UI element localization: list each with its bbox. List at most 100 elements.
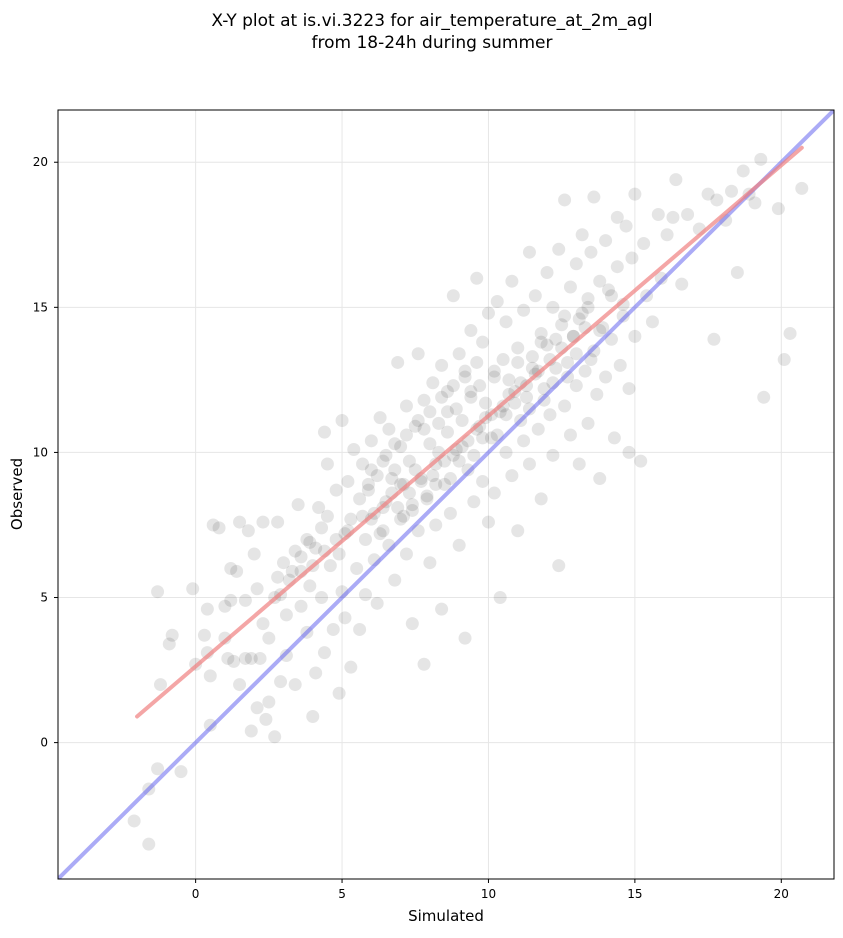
data-point xyxy=(593,324,607,338)
data-point xyxy=(490,295,504,309)
x-axis-label: Simulated xyxy=(408,907,484,925)
data-point xyxy=(569,257,583,271)
data-point xyxy=(476,335,490,349)
data-point xyxy=(306,709,320,723)
data-point xyxy=(162,637,176,651)
data-point xyxy=(525,350,539,364)
data-point xyxy=(206,518,220,532)
data-point xyxy=(443,472,457,486)
data-point xyxy=(247,547,261,561)
data-point xyxy=(581,300,595,314)
data-point xyxy=(622,382,636,396)
data-point xyxy=(634,454,648,468)
data-point xyxy=(599,370,613,384)
data-point xyxy=(452,347,466,361)
data-point xyxy=(669,173,683,187)
data-point xyxy=(353,622,367,636)
data-point xyxy=(153,678,167,692)
data-point xyxy=(645,315,659,329)
data-point xyxy=(563,280,577,294)
data-point xyxy=(312,501,326,515)
data-point xyxy=(616,309,630,323)
data-point xyxy=(303,579,317,593)
data-point xyxy=(546,300,560,314)
data-point xyxy=(224,561,238,575)
data-point xyxy=(262,695,276,709)
data-point xyxy=(505,469,519,483)
data-point xyxy=(405,498,419,512)
data-point xyxy=(358,588,372,602)
data-point xyxy=(487,364,501,378)
data-point xyxy=(476,474,490,488)
data-point xyxy=(429,457,443,471)
data-point xyxy=(604,289,618,303)
data-point xyxy=(388,437,402,451)
data-point xyxy=(499,408,513,422)
data-point xyxy=(458,370,472,384)
data-point xyxy=(394,512,408,526)
data-point xyxy=(233,515,247,529)
data-point xyxy=(344,660,358,674)
data-point xyxy=(748,196,762,210)
x-axis-ticks: 0 5 10 15 20 xyxy=(192,879,789,901)
data-point xyxy=(335,414,349,428)
data-point xyxy=(481,515,495,529)
data-point xyxy=(540,338,554,352)
x-tick-label: 10 xyxy=(481,887,496,901)
data-point xyxy=(230,564,244,578)
data-point xyxy=(499,315,513,329)
data-point xyxy=(449,402,463,416)
data-point xyxy=(572,312,586,326)
data-point xyxy=(464,324,478,338)
data-point xyxy=(569,379,583,393)
data-point xyxy=(244,724,258,738)
data-point xyxy=(452,538,466,552)
data-point xyxy=(637,236,651,250)
data-point xyxy=(250,582,264,596)
data-point xyxy=(777,353,791,367)
data-point xyxy=(402,486,416,500)
data-point xyxy=(590,387,604,401)
data-point xyxy=(730,266,744,280)
data-point xyxy=(707,332,721,346)
data-point xyxy=(303,535,317,549)
data-point xyxy=(417,657,431,671)
data-point xyxy=(165,628,179,642)
data-point xyxy=(619,219,633,233)
data-point xyxy=(411,414,425,428)
data-point xyxy=(420,492,434,506)
data-point xyxy=(476,431,490,445)
data-point xyxy=(561,355,575,369)
data-point xyxy=(326,622,340,636)
data-point xyxy=(522,245,536,259)
data-point xyxy=(376,454,390,468)
data-point xyxy=(628,187,642,201)
data-point xyxy=(681,207,695,221)
y-axis-ticks: 0 5 10 15 20 xyxy=(33,155,58,750)
data-point xyxy=(651,207,665,221)
y-tick-label: 15 xyxy=(33,300,48,314)
data-point xyxy=(654,271,668,285)
data-point xyxy=(397,509,411,523)
y-tick-label: 10 xyxy=(33,445,48,459)
data-point xyxy=(587,344,601,358)
data-point xyxy=(593,274,607,288)
data-point xyxy=(315,591,329,605)
data-point xyxy=(338,611,352,625)
data-point xyxy=(388,463,402,477)
data-point xyxy=(757,390,771,404)
data-point xyxy=(581,416,595,430)
data-point xyxy=(279,649,293,663)
data-point xyxy=(364,512,378,526)
data-point xyxy=(294,599,308,613)
data-point xyxy=(320,509,334,523)
data-point xyxy=(276,556,290,570)
data-point xyxy=(610,210,624,224)
data-point xyxy=(370,469,384,483)
data-point xyxy=(602,283,616,297)
data-point xyxy=(440,425,454,439)
data-point xyxy=(356,457,370,471)
data-point xyxy=(288,678,302,692)
data-point xyxy=(487,370,501,384)
data-point xyxy=(479,396,493,410)
